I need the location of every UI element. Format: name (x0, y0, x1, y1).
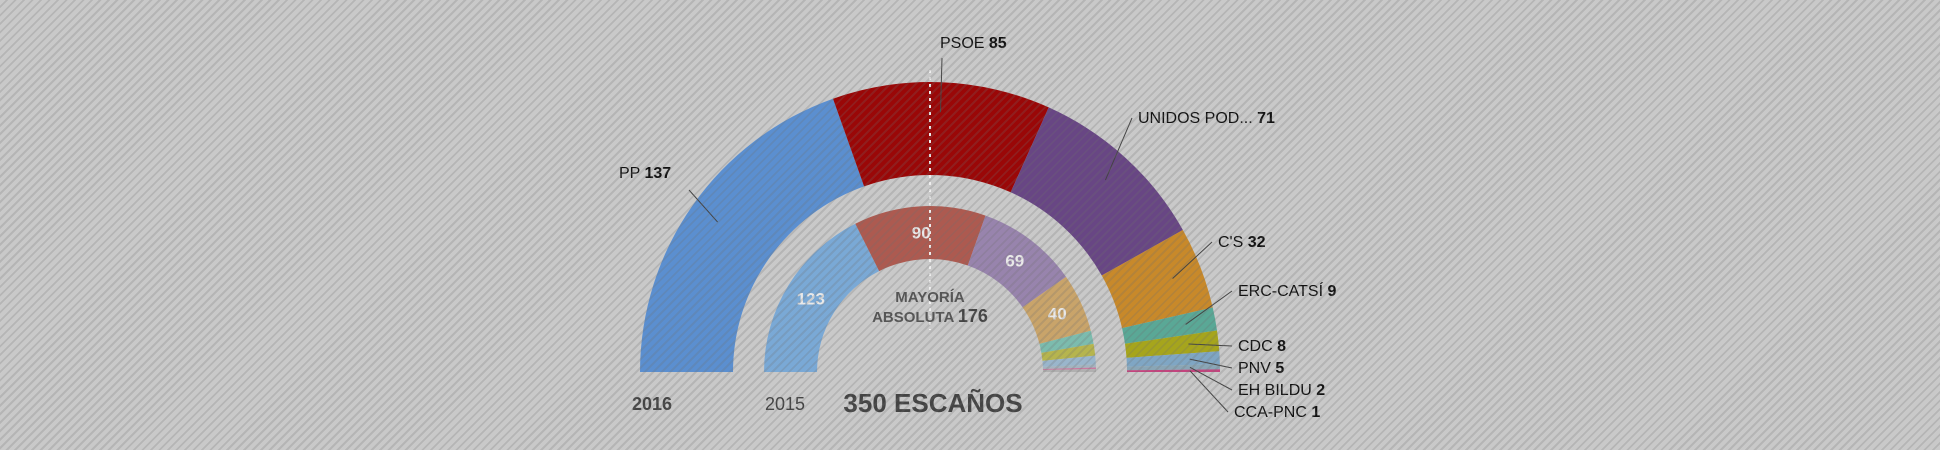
party-label: C'S 32 (1218, 234, 1266, 251)
majority-value: ABSOLUTA 176 (872, 306, 988, 326)
segment-erc-cats- (1122, 307, 1218, 344)
party-label: PNV 5 (1238, 360, 1284, 377)
segment-2015-6 (1042, 355, 1096, 367)
leader-line (1189, 358, 1233, 369)
party-label: EH BILDU 2 (1238, 382, 1325, 399)
segment-2015-0 (764, 223, 880, 372)
leader-line (1189, 370, 1229, 413)
segment-2015-9 (1042, 369, 1096, 372)
year-label-2016: 2016 (632, 394, 672, 414)
party-label: UNIDOS POD... 71 (1138, 110, 1275, 127)
ring-2016 (640, 82, 1220, 372)
leader-line (1188, 343, 1233, 347)
segment-pnv (1126, 351, 1220, 367)
leader-line (1104, 117, 1133, 181)
leader-line (1189, 366, 1233, 391)
party-label: CCA-PNC 1 (1234, 404, 1320, 421)
party-label: PSOE 85 (940, 35, 1007, 52)
inner-value-label: 123 (797, 290, 825, 309)
leader-line (939, 57, 943, 113)
label-leader-lines (688, 57, 1233, 413)
leader-line (1185, 290, 1233, 325)
segment-2015-7 (1042, 364, 1096, 369)
segment-unidos-pod- (1010, 107, 1183, 276)
ring-2015 (764, 205, 1096, 372)
year-label-2015: 2015 (765, 394, 805, 414)
segment-2015-3 (1022, 276, 1091, 344)
party-label: ERC-CATSÍ 9 (1238, 281, 1336, 300)
segment-2015-8 (1042, 367, 1096, 370)
segment-2015-4 (1039, 330, 1094, 353)
inner-ring-values: 123 90 69 40 (797, 223, 1067, 323)
inner-value-label: 90 (912, 223, 931, 242)
segment-psoe (832, 82, 1049, 193)
leader-line (688, 189, 718, 223)
leader-line (1172, 241, 1213, 279)
inner-value-label: 40 (1048, 305, 1067, 324)
party-labels: PP 137 PSOE 85 UNIDOS POD... 71 C'S 32 ERC-C… (619, 35, 1336, 421)
party-label: PP 137 (619, 165, 671, 182)
segment-cdc (1124, 330, 1220, 358)
segment-2015-5 (1041, 343, 1096, 361)
segment-eh-bildu (1126, 364, 1220, 371)
segment-c-s (1101, 230, 1213, 329)
total-seats-label: 350 ESCAÑOS (843, 388, 1022, 418)
segment-2015-1 (855, 205, 986, 272)
inner-value-label: 69 (1005, 252, 1024, 271)
segment-pp (640, 98, 865, 372)
majority-label: MAYORÍA (895, 289, 965, 306)
party-label: CDC 8 (1238, 338, 1286, 355)
segment-2015-2 (967, 215, 1067, 308)
